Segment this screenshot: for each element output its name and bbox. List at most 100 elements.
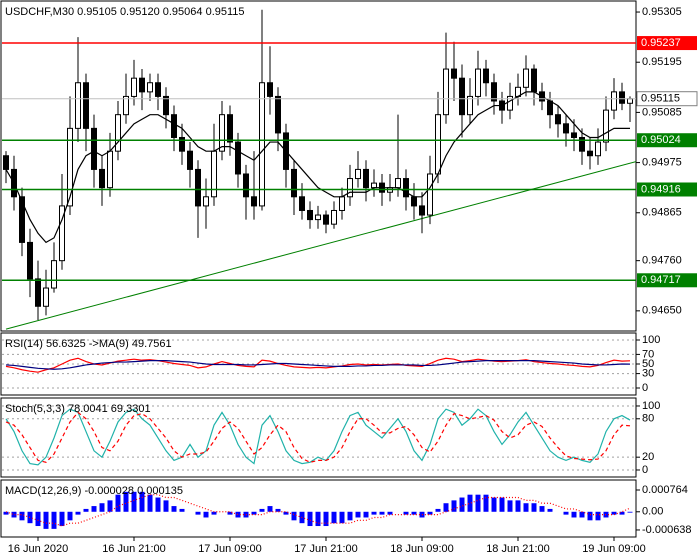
- macd-bar: [19, 511, 25, 521]
- macd-bar: [227, 511, 233, 515]
- candle-body: [363, 168, 369, 189]
- y-tick-label: 0.95085: [642, 106, 682, 118]
- macd-bar: [507, 500, 513, 512]
- level-label-box: [637, 182, 697, 197]
- panel-title: Stoch(5,3,3) 78.0041 69.3301: [5, 403, 151, 415]
- y-tick-label: 100: [642, 400, 660, 412]
- candle-body: [259, 82, 265, 207]
- macd-signal: [5, 494, 631, 527]
- macd-bar: [371, 511, 377, 515]
- candle-body: [123, 95, 129, 116]
- level-label-box: [637, 133, 697, 148]
- candle-body: [251, 196, 257, 207]
- macd-bar: [11, 511, 17, 518]
- macd-bar: [171, 506, 177, 512]
- candle-body: [139, 77, 145, 93]
- candle-body: [195, 168, 201, 207]
- macd-bar: [379, 511, 385, 515]
- candle-body: [523, 68, 529, 88]
- macd-bar: [139, 491, 145, 512]
- level-label: 0.95024: [641, 134, 681, 146]
- candle-body: [323, 214, 329, 225]
- candle-body: [235, 141, 241, 175]
- candle-body: [227, 114, 233, 143]
- candle-body: [51, 260, 57, 289]
- macd-bar: [259, 508, 265, 512]
- current-price-box: [636, 91, 698, 107]
- candle-body: [187, 150, 193, 170]
- macd-bar: [179, 508, 185, 512]
- panel-frame: [0, 0, 637, 332]
- candle-body: [219, 114, 225, 152]
- level-label: 0.94717: [641, 274, 681, 286]
- macd-bar: [155, 497, 161, 512]
- candle-body: [435, 114, 441, 175]
- y-tick-label: 0.94650: [642, 305, 682, 317]
- macd-bar: [499, 497, 505, 512]
- macd-bar: [483, 494, 489, 512]
- candle-body: [67, 127, 73, 207]
- macd-bar: [547, 508, 553, 512]
- macd-bar: [491, 497, 497, 512]
- x-tick-label: 18 Jun 09:00: [390, 543, 454, 555]
- macd-bar: [235, 511, 241, 518]
- candle-body: [459, 77, 465, 116]
- x-tick-label: 19 Jun 09:00: [582, 543, 646, 555]
- macd-bar: [307, 511, 313, 527]
- candle-body: [355, 168, 361, 180]
- macd-bar: [115, 494, 121, 512]
- macd-bar: [3, 511, 9, 515]
- candle-body: [267, 82, 273, 97]
- macd-bar: [443, 503, 449, 512]
- macd-bar: [579, 511, 585, 518]
- macd-bar: [387, 511, 393, 515]
- candle-body: [579, 136, 585, 152]
- y-tick-label: 0.95195: [642, 56, 682, 68]
- y-tick-label: 80: [642, 413, 654, 425]
- macd-bar: [315, 511, 321, 527]
- candle-body: [315, 214, 321, 221]
- candle-body: [331, 209, 337, 225]
- macd-bar: [459, 497, 465, 512]
- level-label-box: [637, 36, 697, 51]
- candle-body: [83, 82, 89, 129]
- candle-body: [3, 155, 9, 170]
- macd-bar: [531, 503, 537, 512]
- macd-bar: [123, 491, 129, 512]
- moving-average: [5, 91, 630, 244]
- macd-bar: [107, 500, 113, 512]
- macd-bar: [411, 511, 417, 515]
- macd-bar: [363, 511, 369, 518]
- macd-bar: [267, 506, 273, 512]
- y-tick-label: 100: [642, 334, 660, 346]
- candle-body: [155, 82, 161, 97]
- macd-bar: [35, 511, 41, 527]
- macd-bar: [467, 494, 473, 512]
- indicator-line: [5, 360, 631, 370]
- x-tick-label: 16 Jun 2020: [8, 543, 69, 555]
- macd-bar: [523, 503, 529, 512]
- candle-body: [275, 95, 281, 134]
- candle-body: [91, 127, 97, 170]
- level-label: 0.95237: [641, 37, 681, 49]
- panel-frame: [0, 479, 637, 538]
- candle-body: [347, 178, 353, 198]
- candle-body: [59, 205, 65, 262]
- y-tick-label: 0: [642, 382, 648, 394]
- macd-bar: [475, 494, 481, 512]
- candle-body: [43, 287, 49, 307]
- candle-body: [163, 95, 169, 116]
- macd-bar: [331, 511, 337, 524]
- x-tick-label: 17 Jun 09:00: [198, 543, 262, 555]
- y-tick-label: -0.000638: [642, 524, 692, 536]
- macd-bar: [163, 500, 169, 512]
- macd-bar: [131, 491, 137, 512]
- x-tick-label: 17 Jun 21:00: [294, 543, 358, 555]
- y-tick-label: 70: [642, 348, 654, 360]
- candle-body: [291, 168, 297, 198]
- level-label-box: [637, 273, 697, 288]
- candle-body: [299, 196, 305, 211]
- macd-bar: [427, 511, 433, 515]
- macd-bar: [403, 511, 409, 515]
